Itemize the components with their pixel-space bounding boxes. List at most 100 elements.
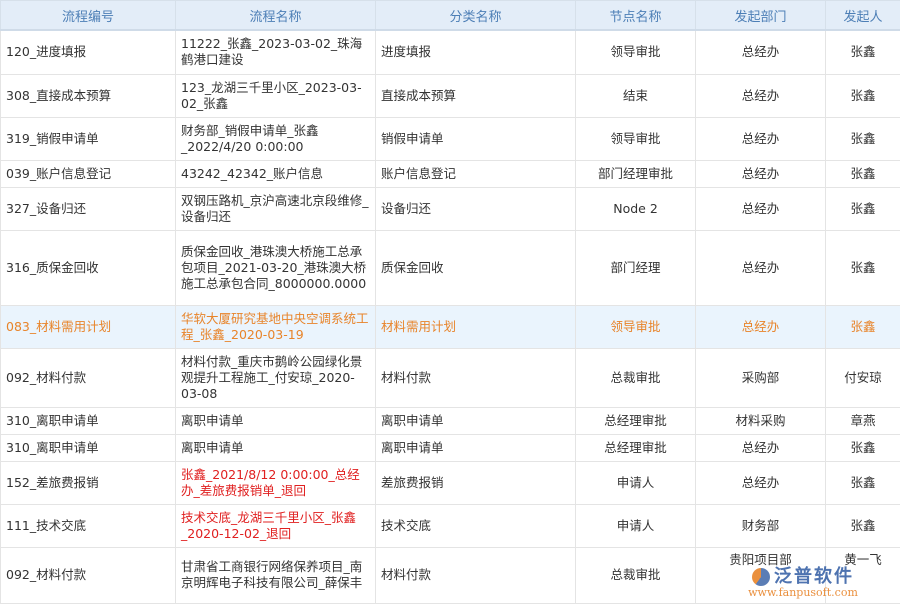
cell-user: 张鑫 [826,461,900,504]
cell-dept: 总经办 [696,30,826,74]
cell-name: 质保金回收_港珠澳大桥施工总承包项目_2021-03-20_港珠澳大桥施工总承包… [176,230,376,305]
cell-id: 152_差旅费报销 [1,461,176,504]
cell-id: 083_材料需用计划 [1,305,176,348]
cell-category: 离职申请单 [376,407,576,434]
brand-logo-icon [752,568,770,586]
cell-dept: 总经办 [696,117,826,160]
cell-category: 技术交底 [376,504,576,547]
cell-name: 技术交底_龙湖三千里小区_张鑫_2020-12-02_退回 [176,504,376,547]
table-row[interactable]: 316_质保金回收质保金回收_港珠澳大桥施工总承包项目_2021-03-20_港… [1,230,900,305]
cell-name: 甘肃省工商银行网络保养项目_南京明辉电子科技有限公司_薛保丰 [176,547,376,603]
cell-user: 张鑫 [826,230,900,305]
cell-node: 领导审批 [576,30,696,74]
cell-dept: 总经办 [696,461,826,504]
cell-user: 张鑫 [826,30,900,74]
cell-dept: 材料采购 [696,407,826,434]
cell-user: 张鑫 [826,434,900,461]
cell-user: 张鑫 [826,187,900,230]
cell-name: 材料付款_重庆市鹅岭公园绿化景观提升工程施工_付安琼_2020-03-08 [176,348,376,407]
cell-user: 张鑫 [826,74,900,117]
cell-dept: 采购部 [696,348,826,407]
cell-user: 张鑫 [826,117,900,160]
cell-node: Node 2 [576,187,696,230]
cell-id: 120_进度填报 [1,30,176,74]
cell-user: 张鑫 [826,160,900,187]
cell-dept: 总经办 [696,74,826,117]
cell-name: 离职申请单 [176,407,376,434]
watermark-brand: 泛普软件 [774,567,854,587]
cell-dept: 总经办 [696,230,826,305]
cell-id: 310_离职申请单 [1,407,176,434]
cell-category: 设备归还 [376,187,576,230]
cell-id: 316_质保金回收 [1,230,176,305]
col-header-user[interactable]: 发起人 [826,1,900,31]
cell-id: 111_技术交底 [1,504,176,547]
table-header: 流程编号 流程名称 分类名称 节点名称 发起部门 发起人 [1,1,900,31]
col-header-category[interactable]: 分类名称 [376,1,576,31]
cell-dept: 总经办 [696,305,826,348]
cell-dept: 财务部 [696,504,826,547]
cell-node: 申请人 [576,504,696,547]
cell-dept: 总经办 [696,160,826,187]
cell-id: 308_直接成本预算 [1,74,176,117]
cell-node: 结束 [576,74,696,117]
table-row[interactable]: 310_离职申请单离职申请单离职申请单总经理审批材料采购章燕 [1,407,900,434]
cell-name: 43242_42342_账户信息 [176,160,376,187]
watermark-url: www.fanpusoft.com [718,587,888,599]
cell-user: 章燕 [826,407,900,434]
cell-id: 319_销假申请单 [1,117,176,160]
table-row[interactable]: 152_差旅费报销张鑫_2021/8/12 0:00:00_总经办_差旅费报销单… [1,461,900,504]
col-header-node[interactable]: 节点名称 [576,1,696,31]
col-header-id[interactable]: 流程编号 [1,1,176,31]
cell-name: 123_龙湖三千里小区_2023-03-02_张鑫 [176,74,376,117]
cell-id: 310_离职申请单 [1,434,176,461]
cell-dept: 总经办 [696,434,826,461]
cell-node: 总裁审批 [576,348,696,407]
cell-name: 华软大厦研究基地中央空调系统工程_张鑫_2020-03-19 [176,305,376,348]
cell-node: 领导审批 [576,117,696,160]
table-row[interactable]: 310_离职申请单离职申请单离职申请单总经理审批总经办张鑫 [1,434,900,461]
cell-name: 财务部_销假申请单_张鑫_2022/4/20 0:00:00 [176,117,376,160]
cell-node: 总经理审批 [576,407,696,434]
cell-name: 离职申请单 [176,434,376,461]
col-header-dept[interactable]: 发起部门 [696,1,826,31]
cell-category: 差旅费报销 [376,461,576,504]
cell-node: 部门经理 [576,230,696,305]
cell-name: 双钢压路机_京沪高速北京段维修_设备归还 [176,187,376,230]
cell-node: 领导审批 [576,305,696,348]
table-row[interactable]: 083_材料需用计划华软大厦研究基地中央空调系统工程_张鑫_2020-03-19… [1,305,900,348]
cell-node: 申请人 [576,461,696,504]
cell-id: 092_材料付款 [1,547,176,603]
cell-user: 张鑫 [826,504,900,547]
cell-category: 材料需用计划 [376,305,576,348]
cell-node: 部门经理审批 [576,160,696,187]
watermark-logo: 泛普软件 www.fanpusoft.com [718,567,888,599]
cell-category: 离职申请单 [376,434,576,461]
cell-node: 总经理审批 [576,434,696,461]
cell-category: 账户信息登记 [376,160,576,187]
cell-category: 材料付款 [376,348,576,407]
cell-category: 材料付款 [376,547,576,603]
cell-user: 张鑫 [826,305,900,348]
cell-id: 092_材料付款 [1,348,176,407]
cell-dept: 总经办 [696,187,826,230]
cell-node: 总裁审批 [576,547,696,603]
cell-id: 039_账户信息登记 [1,160,176,187]
cell-id: 327_设备归还 [1,187,176,230]
table-row[interactable]: 111_技术交底技术交底_龙湖三千里小区_张鑫_2020-12-02_退回技术交… [1,504,900,547]
cell-category: 进度填报 [376,30,576,74]
cell-user: 付安琼 [826,348,900,407]
cell-name: 11222_张鑫_2023-03-02_珠海鹤港口建设 [176,30,376,74]
table-row[interactable]: 092_材料付款材料付款_重庆市鹅岭公园绿化景观提升工程施工_付安琼_2020-… [1,348,900,407]
cell-category: 直接成本预算 [376,74,576,117]
cell-category: 销假申请单 [376,117,576,160]
col-header-name[interactable]: 流程名称 [176,1,376,31]
cell-name: 张鑫_2021/8/12 0:00:00_总经办_差旅费报销单_退回 [176,461,376,504]
cell-category: 质保金回收 [376,230,576,305]
